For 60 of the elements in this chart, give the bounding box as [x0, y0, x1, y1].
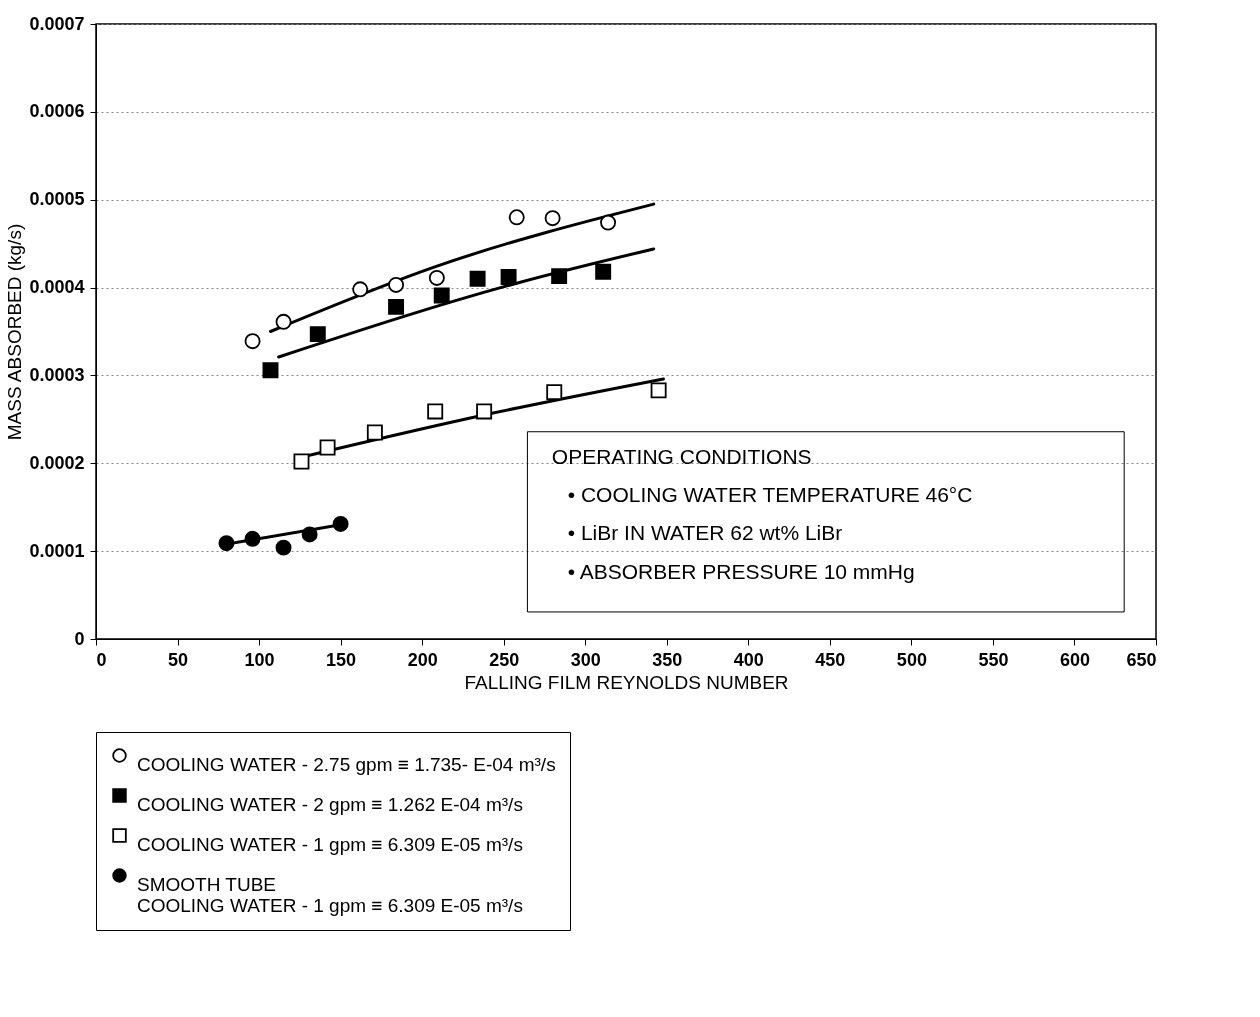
point [650, 382, 667, 399]
x-tick-label: 400 [733, 649, 764, 670]
point [595, 263, 612, 280]
y-tick-label: 0.0006 [29, 101, 85, 122]
x-tick-label: 450 [815, 649, 846, 670]
point [301, 526, 318, 543]
x-tick-label: 150 [326, 649, 357, 670]
legend-label: SMOOTH TUBE COOLING WATER - 1 gpm ≡ 6.309 E-05 m³/s [137, 873, 523, 916]
point [244, 530, 261, 547]
point [309, 326, 326, 343]
point [544, 210, 561, 227]
y-tick-label: 0.0003 [29, 364, 85, 385]
point [427, 403, 444, 420]
point [366, 424, 383, 441]
point [600, 214, 617, 231]
x-tick-label: 350 [652, 649, 683, 670]
y-tick-label: 0 [74, 628, 85, 649]
legend-label: COOLING WATER - 2.75 gpm ≡ 1.735- E-04 m³/s [137, 753, 556, 775]
point [275, 539, 292, 556]
x-tick-label: 300 [570, 649, 601, 670]
legend-label: COOLING WATER - 2 gpm ≡ 1.262 E-04 m³/s [137, 793, 523, 815]
point [275, 313, 292, 330]
point [551, 268, 568, 285]
annotation: • ABSORBER PRESSURE 10 mmHg [567, 559, 915, 583]
point [428, 269, 445, 286]
point [262, 362, 279, 379]
x-tick-label: 600 [1059, 649, 1090, 670]
x-tick-label: 500 [896, 649, 927, 670]
annotation: • COOLING WATER TEMPERATURE 46°C [567, 483, 973, 507]
x-tick-label: 250 [489, 649, 520, 670]
point [469, 270, 486, 287]
point [476, 403, 493, 420]
point [332, 515, 349, 532]
point [319, 439, 336, 456]
annotation: OPERATING CONDITIONS [551, 444, 812, 468]
y-tick-label: 0.0007 [29, 13, 85, 34]
point [388, 276, 405, 293]
x-axis-title: FALLING FILM REYNOLDS NUMBER [464, 671, 789, 693]
x-tick-label: 200 [407, 649, 438, 670]
point [433, 287, 450, 304]
legend-label: COOLING WATER - 1 gpm ≡ 6.309 E-05 m³/s [137, 833, 523, 855]
x-tick-label: 50 [168, 649, 189, 670]
x-tick-label: 0 [96, 649, 107, 670]
point [293, 453, 310, 470]
y-tick-label: 0.0001 [29, 540, 85, 561]
x-tick-label: 650 [1126, 649, 1157, 670]
y-tick-label: 0.0002 [29, 452, 85, 473]
point [508, 209, 525, 226]
point [352, 281, 369, 298]
annotation: • LiBr IN WATER 62 wt% LiBr [567, 521, 843, 545]
point [388, 298, 405, 315]
point [500, 269, 517, 285]
point [546, 384, 563, 401]
point [218, 535, 235, 552]
x-tick-label: 100 [244, 649, 275, 670]
y-tick-label: 0.0005 [29, 189, 85, 210]
y-axis-title: MASS ABSORBED (kg/s) [4, 223, 26, 441]
y-tick-label: 0.0004 [29, 277, 85, 298]
x-tick-label: 550 [978, 649, 1009, 670]
point [244, 333, 261, 350]
